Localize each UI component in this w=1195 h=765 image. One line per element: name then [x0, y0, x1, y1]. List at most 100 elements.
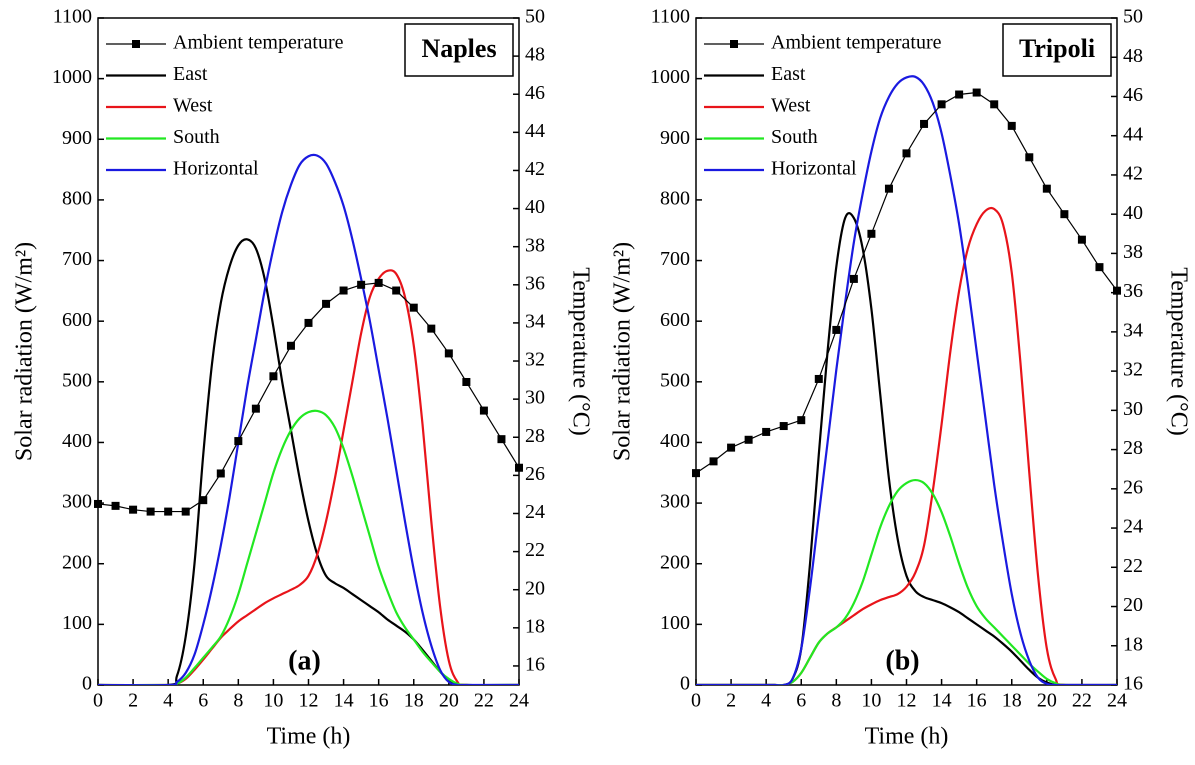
- x-tick-label: 20: [1037, 690, 1057, 712]
- legend-marker: [132, 40, 140, 48]
- x-tick-label: 20: [439, 690, 459, 712]
- series-line: [696, 206, 1117, 685]
- x-tick-label: 22: [474, 690, 494, 712]
- marker: [111, 501, 120, 510]
- x-tick-label: 24: [1107, 690, 1127, 712]
- marker: [304, 318, 313, 327]
- y-tick-label: 400: [660, 430, 690, 452]
- marker: [867, 229, 876, 238]
- y2-tick-label: 46: [525, 82, 545, 104]
- y-tick-label: 1100: [651, 6, 690, 28]
- series-line: [98, 238, 519, 685]
- title-box: [404, 23, 514, 77]
- marker: [146, 507, 155, 516]
- panel-title: Tripoli: [1019, 34, 1095, 63]
- y2-axis-label: Temperature (°C): [1165, 267, 1191, 436]
- x-tick-label: 16: [967, 690, 987, 712]
- y2-tick-label: 38: [1123, 241, 1143, 263]
- marker: [797, 416, 806, 425]
- panel: 0 2 4 6 8 10 12 14 16 18 20 22 240100200300400500600…: [12, 6, 594, 750]
- x-tick-label: 10: [263, 690, 283, 712]
- y2-tick-label: 40: [1123, 202, 1143, 224]
- marker: [234, 437, 243, 446]
- legend-label: Ambient temperature: [173, 32, 344, 54]
- y2-tick-label: 32: [1123, 359, 1143, 381]
- y2-tick-label: 46: [1123, 84, 1143, 106]
- x-tick-label: 18: [1002, 690, 1022, 712]
- plot-frame: [97, 17, 520, 686]
- y2-tick-label: 50: [1123, 6, 1143, 28]
- panel-label: (b): [885, 645, 919, 676]
- y2-tick-label: 44: [525, 120, 545, 142]
- marker: [762, 427, 771, 436]
- x-tick-label: 8: [831, 690, 841, 712]
- legend-label: South: [173, 126, 220, 148]
- marker: [339, 286, 348, 295]
- marker: [849, 274, 858, 283]
- x-tick-label: 4: [163, 690, 173, 712]
- legend-label: West: [771, 95, 811, 117]
- marker: [392, 286, 401, 295]
- y-tick-label: 600: [660, 309, 690, 331]
- panel: 0 2 4 6 8 10 12 14 16 18 20 22 240100200300400500600…: [610, 6, 1192, 750]
- x-tick-label: 18: [404, 690, 424, 712]
- series-line: [98, 269, 519, 685]
- x-tick-label: 12: [897, 690, 917, 712]
- marker: [727, 443, 736, 452]
- y2-tick-label: 28: [1123, 437, 1143, 459]
- marker: [1060, 210, 1069, 219]
- y-tick-label: 0: [680, 673, 690, 695]
- legend-label: East: [173, 63, 208, 85]
- y2-tick-label: 40: [525, 196, 545, 218]
- y-tick-label: 800: [62, 188, 92, 210]
- marker: [972, 88, 981, 97]
- x-tick-label: 12: [299, 690, 319, 712]
- y-tick-label: 1000: [650, 66, 690, 88]
- marker: [1077, 235, 1086, 244]
- y2-tick-label: 32: [525, 349, 545, 371]
- legend-label: West: [173, 95, 213, 117]
- y-axis-label: Solar radiation (W/m²): [610, 242, 636, 461]
- panel-title: Naples: [421, 34, 496, 63]
- y-tick-label: 300: [660, 491, 690, 513]
- marker: [814, 374, 823, 383]
- marker: [181, 507, 190, 516]
- y2-tick-label: 44: [1123, 123, 1143, 145]
- series-line: [98, 409, 519, 685]
- y2-axis-label: Temperature (°C): [567, 267, 593, 436]
- marker: [937, 100, 946, 109]
- legend-label: East: [771, 63, 806, 85]
- marker: [286, 341, 295, 350]
- x-tick-label: 0: [691, 690, 701, 712]
- x-tick-label: 22: [1072, 690, 1092, 712]
- marker: [497, 435, 506, 444]
- marker: [164, 507, 173, 516]
- x-tick-label: 2: [128, 690, 138, 712]
- y2-tick-label: 20: [525, 577, 545, 599]
- x-axis-label: Time (h): [267, 724, 351, 750]
- marker: [990, 100, 999, 109]
- marker: [269, 372, 278, 381]
- x-tick-label: 6: [796, 690, 806, 712]
- marker: [1042, 184, 1051, 193]
- y2-tick-label: 16: [1123, 673, 1143, 695]
- y2-tick-label: 34: [1123, 319, 1143, 341]
- y-tick-label: 800: [660, 188, 690, 210]
- x-tick-label: 10: [861, 690, 881, 712]
- y-tick-label: 900: [660, 127, 690, 149]
- marker: [1113, 286, 1121, 295]
- marker: [920, 119, 929, 128]
- marker: [409, 303, 418, 312]
- legend-marker: [730, 40, 738, 48]
- y2-tick-label: 36: [1123, 280, 1143, 302]
- y2-tick-label: 24: [525, 501, 545, 523]
- y-axis-label: Solar radiation (W/m²): [12, 242, 38, 461]
- y2-tick-label: 36: [525, 272, 545, 294]
- marker: [515, 463, 523, 472]
- series-line: [696, 478, 1117, 685]
- panel-label: (a): [288, 645, 321, 676]
- marker: [692, 469, 700, 478]
- y-tick-label: 500: [62, 369, 92, 391]
- legend-label: Horizontal: [173, 158, 259, 180]
